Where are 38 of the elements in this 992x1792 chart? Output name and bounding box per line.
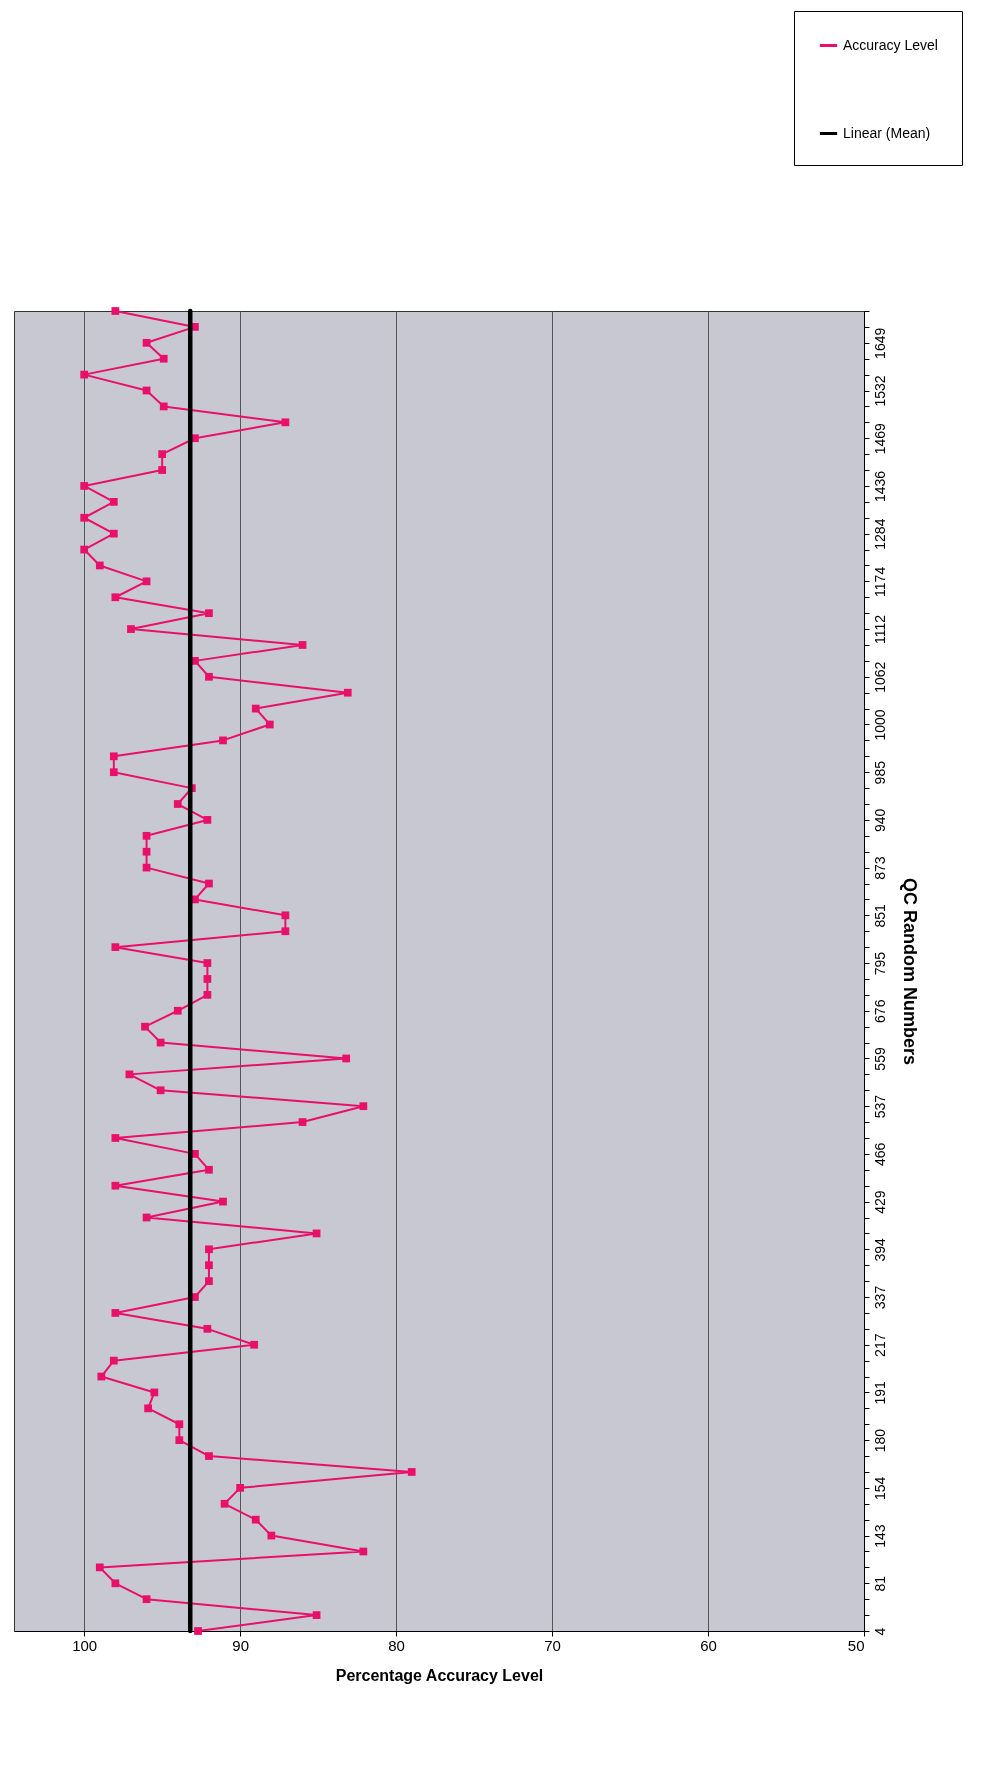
y-tick-label: 851 <box>871 903 888 928</box>
y-tick-label: 81 <box>871 1575 888 1592</box>
y-tick-label: 1469 <box>871 422 888 455</box>
x-tick-label: 50 <box>847 1636 865 1654</box>
y-tick-label: 1532 <box>871 375 888 407</box>
y-tick-label: 337 <box>871 1285 888 1310</box>
y-tick-label: 4 <box>871 1627 888 1636</box>
y-tick-label: 537 <box>871 1094 888 1119</box>
x-axis-title: Percentage Accuracy Level <box>335 1666 544 1684</box>
y-tick-label: 940 <box>871 808 888 833</box>
y-tick-label: 191 <box>871 1381 888 1405</box>
y-tick-label: 1284 <box>871 518 888 550</box>
y-tick-label: 217 <box>871 1333 888 1357</box>
y-tick-label: 1649 <box>871 327 888 359</box>
legend-label: Accuracy Level <box>843 36 938 53</box>
y-tick-label: 1112 <box>871 614 888 645</box>
x-tick-label: 90 <box>232 1636 249 1654</box>
y-tick-label: 873 <box>871 856 888 880</box>
y-axis-title: QC Random Numbers <box>899 877 920 1066</box>
legend-label: Linear (Mean) <box>843 124 931 141</box>
y-tick-label: 1174 <box>871 566 888 597</box>
y-tick-label: 1062 <box>871 661 888 693</box>
x-tick-label: 100 <box>72 1636 98 1654</box>
y-tick-label: 154 <box>871 1476 888 1501</box>
x-tick-label: 80 <box>388 1636 405 1654</box>
y-tick-label: 394 <box>871 1237 888 1262</box>
x-tick-label: 60 <box>700 1636 717 1654</box>
y-tick-label: 1436 <box>871 470 888 503</box>
y-tick-label: 429 <box>871 1190 888 1214</box>
y-tick-label: 466 <box>871 1142 888 1167</box>
y-tick-label: 180 <box>871 1428 888 1453</box>
y-tick-label: 676 <box>871 999 888 1023</box>
y-tick-label: 985 <box>871 760 888 785</box>
y-tick-label: 143 <box>871 1524 888 1548</box>
y-tick-label: 795 <box>871 951 888 976</box>
x-tick-label: 70 <box>544 1636 561 1654</box>
y-tick-label: 1000 <box>871 709 888 741</box>
y-tick-label: 559 <box>871 1047 888 1071</box>
